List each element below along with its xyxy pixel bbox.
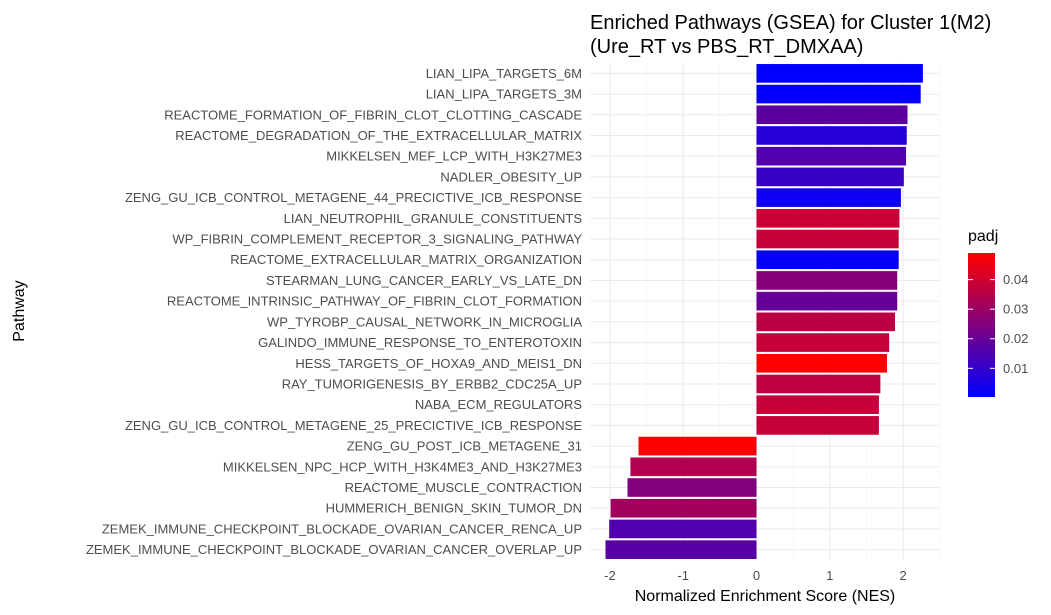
y-tick-label: LIAN_NEUTROPHIL_GRANULE_CONSTITUENTS [284,211,583,226]
x-tick-label: 2 [899,568,906,583]
bar [756,188,901,207]
y-tick-label: REACTOME_MUSCLE_CONTRACTION [345,480,582,495]
y-tick-label: REACTOME_DEGRADATION_OF_THE_EXTRACELLULA… [175,128,582,143]
y-tick-label: ZENG_GU_POST_ICB_METAGENE_31 [347,439,582,454]
bar [609,519,757,539]
y-tick-label: MIKKELSEN_MEF_LCP_WITH_H3K27ME3 [326,149,582,164]
chart-subtitle: (Ure_RT vs PBS_RT_DMXAA) [590,36,863,58]
bar [756,333,890,352]
bars [605,64,923,559]
y-tick-label: STEARMAN_LUNG_CANCER_EARLY_VS_LATE_DN [266,273,582,288]
bar [756,271,898,290]
y-tick-label: REACTOME_EXTRACELLULAR_MATRIX_ORGANIZATI… [230,252,582,267]
bar [627,478,757,497]
y-tick-label: MIKKELSEN_NPC_HCP_WITH_H3K4ME3_AND_H3K27… [223,459,582,474]
y-tick-label: WP_TYROBP_CAUSAL_NETWORK_IN_MICROGLIA [267,314,582,329]
padj-colorbar-legend: padj 0.01 0.02 0.03 0.04 [968,228,1028,397]
y-tick-label: ZENG_GU_ICB_CONTROL_METAGENE_44_PRECICTI… [125,190,582,205]
x-tick-labels: -2 -1 0 1 2 [604,568,907,583]
y-tick-label: HESS_TARGETS_OF_HOXA9_AND_MEIS1_DN [295,356,582,371]
chart-title: Enriched Pathways (GSEA) for Cluster 1(M… [590,12,991,34]
bar [756,416,879,435]
colorbar-ticks: 0.01 0.02 0.03 0.04 [968,272,1028,376]
y-tick-label: HUMMERICH_BENIGN_SKIN_TUMOR_DN [326,501,582,516]
y-tick-label: NADLER_OBESITY_UP [440,169,582,184]
legend-title: padj [968,228,998,245]
colorbar-tick-label: 0.03 [1003,302,1028,317]
bar [756,146,907,166]
bar [756,208,900,228]
x-tick-label: -2 [604,568,616,583]
bar [756,64,923,83]
y-tick-label: GALINDO_IMMUNE_RESPONSE_TO_ENTEROTOXIN [258,335,582,350]
y-tick-label: REACTOME_INTRINSIC_PATHWAY_OF_FIBRIN_CLO… [167,294,582,309]
bar [630,457,757,477]
y-axis-title: Pathway [11,280,28,341]
x-tick-label: 0 [753,568,760,583]
bar [756,250,899,270]
colorbar-tick-label: 0.02 [1003,331,1028,346]
bar [756,291,898,311]
y-tick-label: REACTOME_FORMATION_OF_FIBRIN_CLOT_CLOTTI… [164,107,582,122]
bar [638,436,757,456]
y-tick-label: LIAN_LIPA_TARGETS_3M [426,87,582,102]
y-tick-label: ZEMEK_IMMUNE_CHECKPOINT_BLOCKADE_OVARIAN… [102,521,582,536]
bar [605,540,757,559]
colorbar-tick-label: 0.04 [1003,272,1028,287]
bar [756,395,879,415]
y-tick-labels: LIAN_LIPA_TARGETS_6M LIAN_LIPA_TARGETS_3M… [86,66,582,557]
y-tick-label: NABA_ECM_REGULATORS [415,397,582,412]
bar [756,105,908,125]
y-tick-label: LIAN_LIPA_TARGETS_6M [426,66,582,81]
y-tick-label: WP_FIBRIN_COMPLEMENT_RECEPTOR_3_SIGNALIN… [172,232,582,247]
y-tick-label: ZEMEK_IMMUNE_CHECKPOINT_BLOCKADE_OVARIAN… [86,542,582,557]
colorbar [968,253,995,397]
bar [610,498,757,518]
x-tick-label: -1 [677,568,689,583]
bar [756,84,921,104]
bar [756,374,881,394]
bar [756,229,899,249]
bar [756,353,887,373]
x-tick-label: 1 [826,568,833,583]
y-tick-label: ZENG_GU_ICB_CONTROL_METAGENE_25_PRECICTI… [125,418,582,433]
x-axis-title: Normalized Enrichment Score (NES) [635,588,896,605]
y-tick-label: RAY_TUMORIGENESIS_BY_ERBB2_CDC25A_UP [282,376,582,391]
bar [756,126,907,145]
bar [756,312,896,332]
bar [756,167,904,187]
colorbar-tick-label: 0.01 [1003,361,1028,376]
